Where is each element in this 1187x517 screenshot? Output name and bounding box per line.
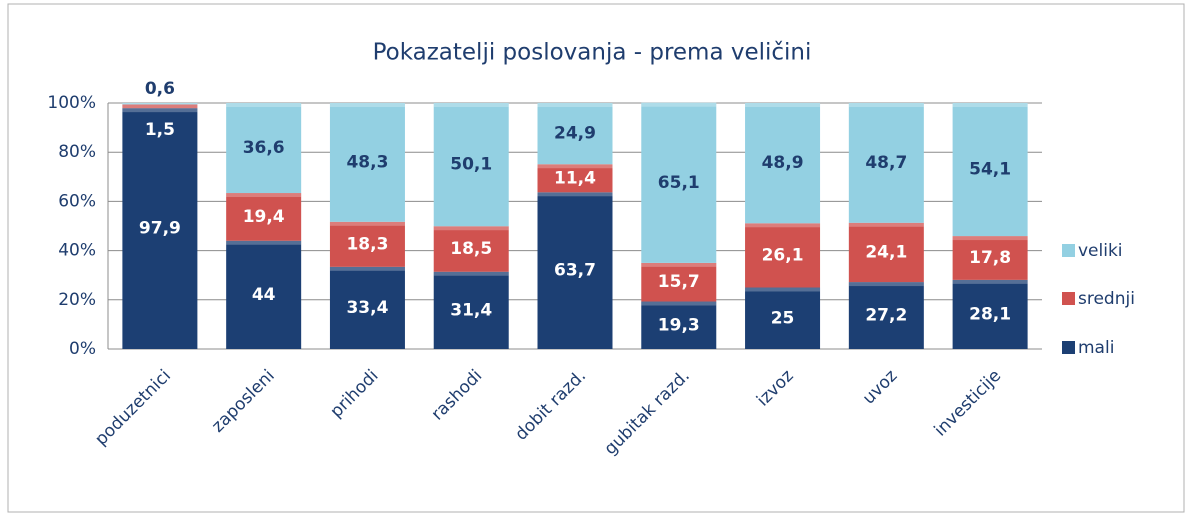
legend-label: srednji — [1078, 289, 1135, 309]
bar-segment — [745, 223, 821, 288]
bar-segment — [226, 240, 302, 349]
bar-segment — [122, 103, 198, 105]
bar-segment — [329, 221, 405, 267]
value-label: 11,4 — [554, 168, 596, 188]
value-label: 0,6 — [145, 79, 175, 99]
bar-highlight — [122, 108, 198, 113]
bar-highlight — [745, 103, 821, 107]
bar-highlight — [952, 236, 1028, 241]
value-label: 50,1 — [450, 155, 492, 175]
bar-segment — [122, 108, 198, 349]
bar-segment — [226, 193, 302, 241]
value-label: 28,1 — [969, 304, 1011, 324]
chart-title: Pokazatelji poslovanja - prema veličini — [373, 40, 812, 66]
value-label: 19,3 — [658, 315, 700, 335]
legend-label: mali — [1078, 338, 1114, 358]
y-tick-label: 60% — [58, 191, 96, 211]
bar-segment — [329, 103, 405, 222]
bar-segment — [952, 103, 1028, 237]
bar-highlight — [329, 221, 405, 226]
bar-highlight — [433, 226, 509, 231]
bar-segment — [641, 102, 717, 263]
value-label: 31,4 — [450, 300, 492, 320]
value-label: 63,7 — [554, 261, 596, 281]
bar-segment — [329, 266, 405, 349]
bar-segment — [745, 103, 821, 224]
value-label: 18,3 — [346, 234, 388, 254]
y-tick-label: 40% — [58, 241, 96, 261]
y-tick-label: 20% — [58, 290, 96, 310]
value-label: 1,5 — [145, 120, 175, 140]
bar-highlight — [433, 103, 509, 107]
value-label: 36,6 — [243, 138, 285, 158]
bar-segment — [537, 103, 613, 165]
bar-highlight — [848, 282, 924, 287]
bar-highlight — [537, 164, 613, 169]
bar-highlight — [848, 103, 924, 107]
value-label: 33,4 — [346, 298, 388, 318]
bar-segment — [226, 103, 302, 194]
bar-highlight — [641, 262, 717, 267]
value-label: 18,5 — [450, 239, 492, 259]
bar-highlight — [329, 266, 405, 271]
y-tick-label: 0% — [69, 339, 96, 359]
value-label: 54,1 — [969, 160, 1011, 180]
value-label: 97,9 — [139, 219, 181, 239]
legend-label: veliki — [1078, 241, 1123, 261]
legend-swatch — [1062, 341, 1075, 354]
bar-segment — [848, 282, 924, 349]
bar-segment — [952, 236, 1028, 280]
bar-highlight — [122, 104, 198, 109]
bar-highlight — [226, 193, 302, 198]
bar-segment — [537, 192, 613, 349]
value-label: 24,9 — [554, 124, 596, 144]
bar-highlight — [433, 271, 509, 276]
legend-swatch — [1062, 244, 1075, 257]
bar-highlight — [226, 103, 302, 107]
value-label: 48,7 — [865, 153, 907, 173]
bar-highlight — [952, 103, 1028, 107]
y-tick-label: 80% — [58, 142, 96, 162]
bar-segment — [641, 301, 717, 349]
value-label: 25 — [771, 308, 795, 328]
bar-segment — [952, 279, 1028, 349]
bar-highlight — [122, 103, 198, 105]
value-label: 15,7 — [658, 272, 700, 292]
bar-segment — [848, 103, 924, 223]
value-label: 65,1 — [658, 173, 700, 193]
value-label: 19,4 — [243, 207, 285, 227]
value-label: 24,1 — [865, 242, 907, 262]
bar-highlight — [537, 103, 613, 107]
bar-segment — [848, 222, 924, 283]
bar-highlight — [329, 103, 405, 107]
bar-highlight — [952, 279, 1028, 284]
bar-highlight — [641, 102, 717, 107]
bar-segment — [433, 103, 509, 227]
bar-segment — [433, 271, 509, 349]
bar-segment — [745, 287, 821, 349]
bar-highlight — [537, 192, 613, 197]
bar-highlight — [848, 222, 924, 227]
value-label: 27,2 — [865, 306, 907, 326]
value-label: 17,8 — [969, 248, 1011, 268]
value-label: 48,9 — [762, 153, 804, 173]
bar-segment — [122, 104, 198, 109]
value-label: 26,1 — [762, 245, 804, 265]
bar-segment — [537, 164, 613, 193]
y-tick-label: 100% — [47, 93, 96, 113]
bar-highlight — [745, 287, 821, 292]
value-label: 44 — [252, 285, 276, 305]
value-label: 48,3 — [346, 152, 388, 172]
legend-swatch — [1062, 292, 1075, 305]
bar-segment — [433, 226, 509, 272]
bar-highlight — [226, 240, 302, 245]
bar-highlight — [641, 301, 717, 306]
bar-segment — [641, 262, 717, 302]
bar-highlight — [745, 223, 821, 228]
